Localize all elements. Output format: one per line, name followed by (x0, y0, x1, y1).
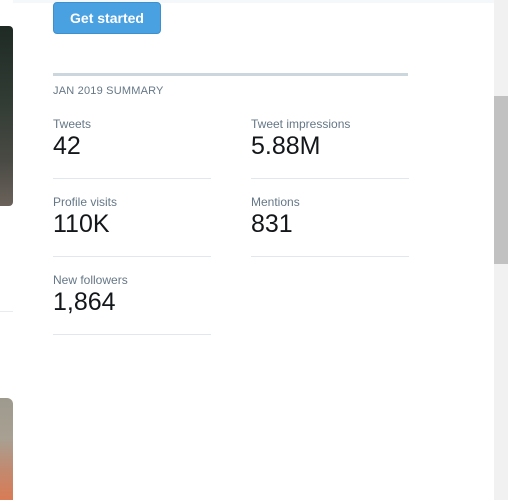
stat-label: New followers (53, 273, 128, 287)
vertical-scrollbar[interactable] (494, 0, 508, 500)
left-card-image-2[interactable] (0, 398, 13, 500)
scrollbar-thumb[interactable] (494, 96, 508, 264)
stat-value: 42 (53, 132, 81, 160)
stat-divider (53, 334, 211, 335)
stat-label: Tweet impressions (251, 117, 351, 131)
stat-label: Mentions (251, 195, 300, 209)
summary-top-rule (53, 73, 408, 76)
stat-label: Tweets (53, 117, 92, 131)
stat-value: 5.88M (251, 132, 321, 160)
stat-tweet-impressions: Tweet impressions 5.88M (251, 117, 409, 161)
stat-new-followers: New followers 1,864 (53, 273, 211, 317)
get-started-button[interactable]: Get started (53, 2, 161, 34)
stat-divider (53, 256, 211, 257)
left-card-image[interactable] (0, 26, 13, 206)
left-divider (0, 311, 13, 312)
analytics-page: Get started JAN 2019 SUMMARY Tweets 42 T… (0, 0, 494, 500)
stat-divider (251, 256, 409, 257)
stat-profile-visits: Profile visits 110K (53, 195, 211, 239)
stat-divider (251, 178, 409, 179)
stat-value: 110K (53, 210, 110, 238)
stat-divider (53, 178, 211, 179)
top-strip (13, 0, 494, 3)
stat-label: Profile visits (53, 195, 118, 209)
stat-value: 831 (251, 210, 293, 238)
stat-value: 1,864 (53, 288, 116, 316)
stat-tweets: Tweets 42 (53, 117, 211, 161)
stat-mentions: Mentions 831 (251, 195, 409, 239)
summary-heading: JAN 2019 SUMMARY (53, 85, 164, 97)
